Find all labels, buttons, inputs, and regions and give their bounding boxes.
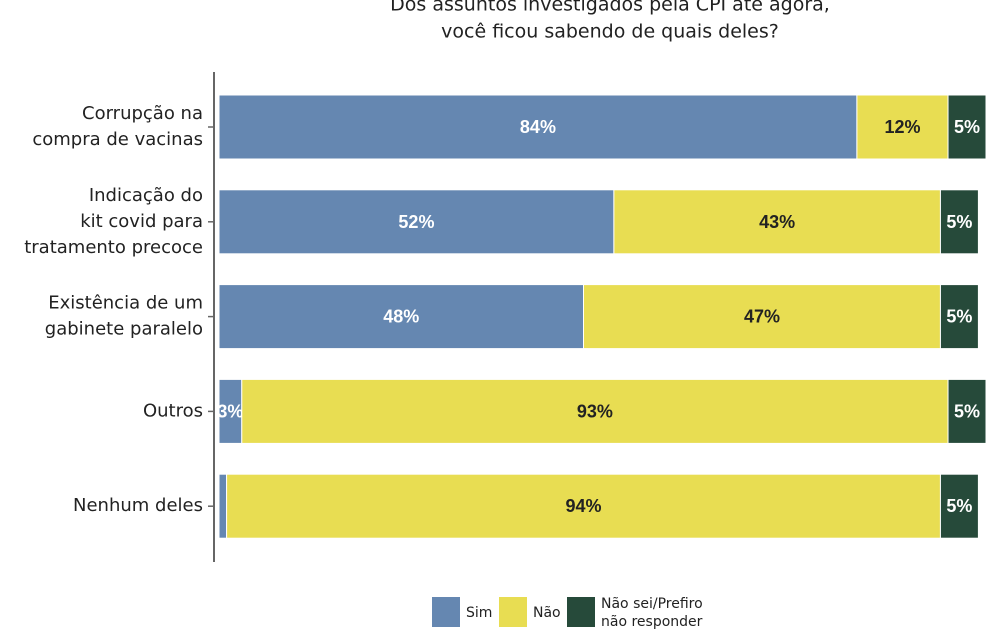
legend-label: Não sei/Prefiro não responder bbox=[601, 596, 703, 630]
value-label: 5% bbox=[946, 306, 972, 326]
value-label: 5% bbox=[946, 496, 972, 516]
bar-segment bbox=[218, 284, 585, 350]
value-label: 5% bbox=[954, 117, 980, 137]
category-label: Corrupção na compra de vacinas bbox=[32, 103, 203, 150]
legend-label: Não bbox=[533, 605, 561, 621]
value-label: 52% bbox=[398, 212, 434, 232]
category-label: Outros bbox=[143, 400, 203, 421]
value-label: 48% bbox=[383, 306, 419, 326]
bar-segment bbox=[939, 473, 979, 539]
bar-segment bbox=[613, 189, 941, 255]
category-label: Existência de um gabinete paralelo bbox=[45, 293, 203, 340]
legend-swatch bbox=[432, 597, 460, 627]
value-label: 12% bbox=[884, 117, 920, 137]
value-label: 93% bbox=[577, 401, 613, 421]
value-label: 43% bbox=[759, 212, 795, 232]
bar-segment bbox=[856, 94, 949, 160]
chart-title: Dos assuntos investigados pela CPI até a… bbox=[390, 0, 830, 42]
bar-segment bbox=[947, 94, 987, 160]
value-label: 3% bbox=[217, 401, 243, 421]
value-label: 5% bbox=[954, 401, 980, 421]
bar-segment bbox=[939, 189, 979, 255]
legend-swatch bbox=[567, 597, 595, 627]
value-label: 5% bbox=[946, 212, 972, 232]
bar-segment bbox=[218, 189, 615, 255]
bar-segment bbox=[939, 284, 979, 350]
legend-swatch bbox=[499, 597, 527, 627]
bar-segment bbox=[947, 378, 987, 444]
legend-label: Sim bbox=[466, 605, 492, 621]
bar-segment bbox=[218, 473, 228, 539]
category-label: Nenhum deles bbox=[73, 495, 203, 516]
value-label: 84% bbox=[520, 117, 556, 137]
value-label: 47% bbox=[744, 306, 780, 326]
value-label: 94% bbox=[565, 496, 601, 516]
bar-segment bbox=[218, 94, 858, 160]
category-label: Indicação do kit covid para tratamento pre… bbox=[24, 185, 203, 258]
